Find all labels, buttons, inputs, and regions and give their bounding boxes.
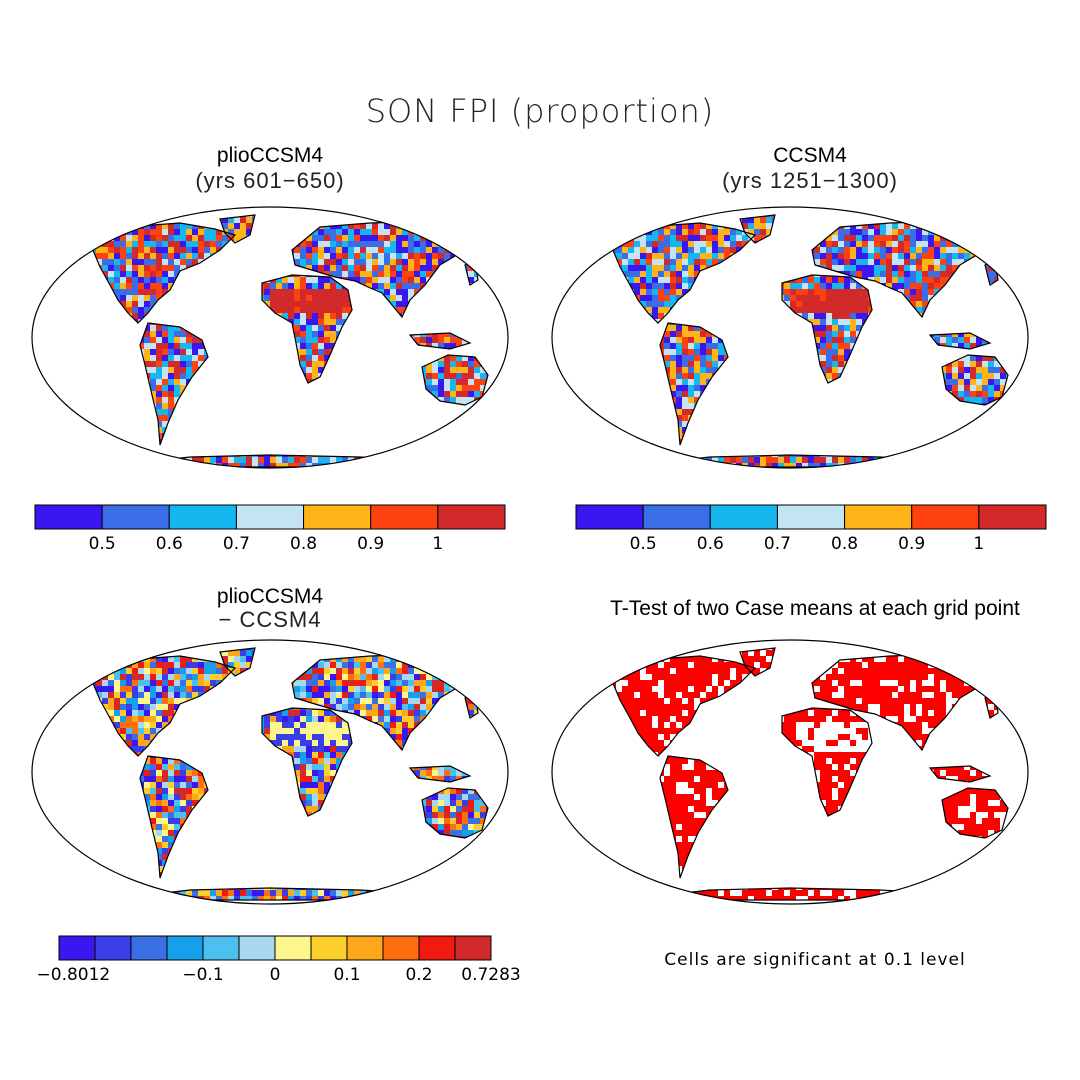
colorbar-swatch bbox=[130, 935, 168, 961]
map-border bbox=[31, 206, 509, 469]
colorbar-swatch bbox=[642, 504, 711, 530]
colorbar-swatch bbox=[418, 935, 456, 961]
colorbar-swatch bbox=[166, 935, 204, 961]
colorbar-swatch bbox=[202, 935, 240, 961]
coastline-north-america bbox=[609, 222, 757, 324]
colorbar-tick-label: 1 bbox=[432, 534, 444, 554]
colorbar-tick-label: 0.8 bbox=[290, 534, 318, 554]
panel-diff-title: plioCCSM4 bbox=[216, 585, 324, 608]
map-border bbox=[31, 639, 509, 905]
coastline-indonesia bbox=[928, 332, 992, 350]
coastline-greenland bbox=[219, 214, 256, 244]
coastline-africa bbox=[781, 274, 873, 384]
colorbar-swatch bbox=[34, 504, 103, 530]
colorbar-swatch bbox=[346, 935, 384, 961]
colorbar-tick-label: 0.5 bbox=[88, 534, 116, 554]
coastline-south-america bbox=[139, 322, 209, 446]
colorbar-swatch bbox=[101, 504, 170, 530]
panel-title-ttest: T-Test of two Case means at each grid po… bbox=[555, 597, 1075, 621]
colorbar-swatch bbox=[274, 935, 312, 961]
coastline-south-america bbox=[659, 322, 729, 446]
colorbar-swatch bbox=[709, 504, 778, 530]
colorbar-swatch bbox=[238, 935, 276, 961]
colorbar-tick-label: 0.7 bbox=[763, 534, 791, 554]
colorbar-swatch bbox=[454, 935, 492, 961]
colorbar-tick-label: −0.8012 bbox=[36, 965, 111, 985]
panel-ccsm-subtitle: (yrs 1251−1300) bbox=[722, 168, 898, 193]
colorbar-swatch bbox=[575, 504, 644, 530]
panel-ccsm-title: CCSM4 bbox=[773, 144, 847, 167]
colorbar-plio bbox=[34, 504, 506, 530]
coastline-australia bbox=[941, 787, 1009, 839]
panel-title-ccsm: CCSM4 (yrs 1251−1300) bbox=[570, 144, 1050, 194]
coastline-australia bbox=[421, 787, 489, 839]
coastline-indonesia bbox=[408, 765, 472, 783]
coastline-africa bbox=[261, 274, 353, 384]
map-border bbox=[551, 639, 1029, 905]
colorbar-swatch bbox=[382, 935, 420, 961]
colorbar-tick-label: 0.6 bbox=[696, 534, 724, 554]
coastline-north-america bbox=[89, 222, 237, 324]
coastline-africa bbox=[781, 707, 873, 817]
panel-diff-subtitle: − CCSM4 bbox=[218, 607, 322, 632]
panel-plio-subtitle: (yrs 601−650) bbox=[195, 168, 345, 193]
colorbar-tick-label: 0.7 bbox=[222, 534, 250, 554]
map-diff bbox=[31, 639, 509, 905]
coastline-greenland bbox=[739, 214, 776, 244]
colorbar-swatch bbox=[370, 504, 439, 530]
colorbar-swatch bbox=[235, 504, 305, 530]
colorbar-tick-label: 0.2 bbox=[405, 965, 433, 985]
coastline-north-america bbox=[89, 655, 237, 757]
coastline-greenland bbox=[219, 647, 256, 677]
colorbar-tick-label: 0.9 bbox=[357, 534, 385, 554]
colorbar-swatch bbox=[437, 504, 506, 530]
colorbar-tick-label: 0 bbox=[269, 965, 281, 985]
colorbar-swatch bbox=[978, 504, 1047, 530]
coastline-africa bbox=[261, 707, 353, 817]
coastline-indonesia bbox=[408, 332, 472, 350]
colorbar-tick-label: 0.1 bbox=[333, 965, 361, 985]
panel-title-diff: plioCCSM4 − CCSM4 bbox=[30, 585, 510, 633]
map-border bbox=[551, 206, 1029, 469]
panel-plio-title: plioCCSM4 bbox=[216, 144, 324, 167]
coastline-south-america bbox=[139, 755, 209, 879]
colorbar-swatch bbox=[844, 504, 913, 530]
colorbar-swatch bbox=[776, 504, 846, 530]
panel-ttest-title: T-Test of two Case means at each grid po… bbox=[610, 597, 1020, 620]
coastline-south-america bbox=[659, 755, 729, 879]
colorbar-tick-label: 0.8 bbox=[831, 534, 859, 554]
colorbar-tick-label: −0.1 bbox=[182, 965, 224, 985]
colorbar-tick-label: 0.7283 bbox=[461, 965, 521, 985]
colorbar-swatch bbox=[168, 504, 237, 530]
colorbar-swatch bbox=[58, 935, 96, 961]
significance-note: Cells are significant at 0.1 level bbox=[664, 950, 966, 970]
coastline-indonesia bbox=[928, 765, 992, 783]
figure-title: SON FPI (proportion) bbox=[365, 92, 715, 130]
colorbar-swatch bbox=[303, 504, 372, 530]
colorbar-tick-label: 0.9 bbox=[898, 534, 926, 554]
map-ccsm bbox=[551, 206, 1029, 469]
colorbar-ccsm bbox=[575, 504, 1047, 530]
colorbar-swatch bbox=[911, 504, 980, 530]
map-ttest bbox=[551, 639, 1029, 905]
coastline-north-america bbox=[609, 655, 757, 757]
map-plio bbox=[31, 206, 509, 469]
colorbar-swatch bbox=[310, 935, 348, 961]
colorbar-tick-label: 0.6 bbox=[155, 534, 183, 554]
colorbar-diff bbox=[58, 935, 492, 961]
panel-title-plio: plioCCSM4 (yrs 601−650) bbox=[30, 144, 510, 194]
colorbar-tick-label: 1 bbox=[973, 534, 985, 554]
coastline-greenland bbox=[739, 647, 776, 677]
colorbar-swatch bbox=[94, 935, 132, 961]
colorbar-tick-label: 0.5 bbox=[629, 534, 657, 554]
